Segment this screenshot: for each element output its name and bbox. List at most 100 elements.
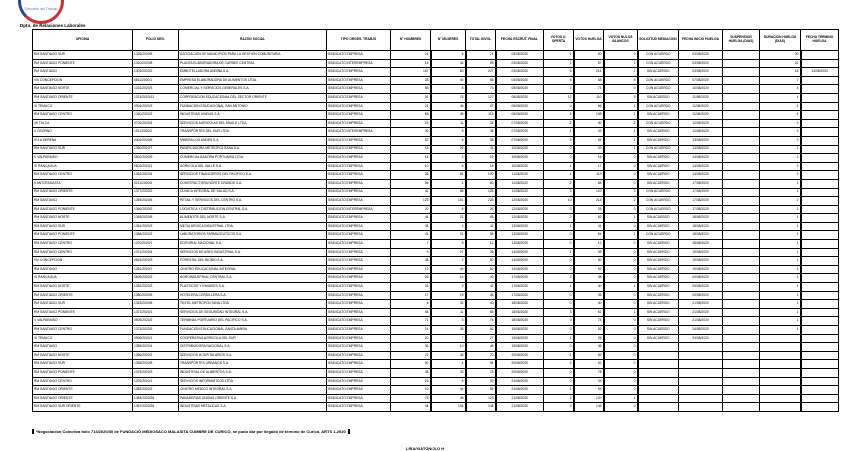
table-cell: 0 [603,402,639,412]
table-cell: 12/08/2020 [495,196,544,206]
table-cell: 73 [465,84,497,94]
table-cell: 46 [430,101,467,112]
table-cell: 6 [543,67,575,77]
table-cell: 4 [430,359,467,369]
table-cell: 1377/2020/2 [132,187,179,198]
table-row: RM SANTIAGO 1303/2020/2 EMBOTELLADORA ANDI… [32,67,839,77]
table-cell: 58 [573,75,605,86]
table-cell: RM SANTIAGO NORTE [32,84,133,94]
table-cell [722,221,760,232]
table-cell: 2 [759,187,802,198]
table-cell: 1383/2020/26 [132,393,179,404]
table-cell [722,307,760,318]
table-cell: SINDICATO EMPRESA [326,110,391,120]
column-header: VOTOS NULOS BLANCOS [603,29,638,51]
table-cell: PLANTA ELABORADORA DE CARNES CENTRAL [178,58,327,69]
table-cell [722,290,760,301]
table-cell: 10 [543,196,575,206]
table-cell: 1 [543,247,575,258]
table-cell [800,264,839,275]
table-cell: 36 [465,247,497,258]
table-cell: 54 [390,307,432,318]
table-cell: EMPRESA ELABORADORA DE ALIMENTOS LTDA. [178,75,327,86]
table-cell: 06/08/2020 [495,101,544,112]
table-cell: 48 [430,350,467,361]
table-cell: 07/08/2020 [495,135,544,146]
strikes-table: OFICINA FOLIO NEG. RAZON SOCIAL TIPO ORGES.… [32,29,839,412]
table-cell: 1 [759,239,802,249]
table-cell [722,325,760,335]
table-cell [722,367,760,378]
table-cell: 44 [465,144,497,155]
table-cell: 1331/2020/3 [132,84,179,94]
table-cell: SIN ACUERDO [637,282,679,292]
column-header: TOTAL INVOL [465,29,496,51]
table-cell: 42 [390,187,432,198]
table-row: RM SANTIAGO PONIENTE 1372/2020/1 SERVICIOS… [32,307,839,318]
table-cell [678,376,723,387]
table-cell: RM SANTIAGO NORTE [32,282,133,292]
table-cell: 74 [465,316,497,326]
table-cell: 03/08/2020 [495,67,544,77]
table-cell: 1367/2020/26 [132,402,179,412]
table-row: II ANTOFAGASTA 0211/2020/6 CONSTRUCTORA NO… [32,178,839,189]
table-row: RM SANTIAGO CENTRO 1340/2020/2 INDUSTRIAS … [32,110,839,120]
table-row: RM SANTIAGO ORIENTE 1382/2020/2 CENTRO MED… [32,385,839,395]
table-cell: 65 [465,213,497,223]
table-cell: 17/08/2020 [495,273,544,284]
table-cell [637,367,679,378]
table-cell: 2 [759,161,802,172]
table-cell: RM SANTIAGO CENTRO [32,170,133,180]
table-cell: 86 [430,187,467,198]
table-cell: 12 [543,92,575,103]
table-cell: 0 [603,153,639,163]
table-row: RM SANTIAGO SUR 1325/2020/5 ASOCIACION DE … [32,50,839,60]
table-cell: SERVICIOS FINANCIEROS DEL PACIFICO S.A. [178,170,327,180]
table-cell: 3 [543,402,575,412]
table-cell: 44 [390,402,432,412]
table-cell: RM SANTIAGO SUR [32,221,133,232]
table-cell [759,359,802,369]
table-cell: 35 [465,127,497,137]
table-cell: 40 [430,264,467,275]
table-cell: FUNDACION EDUCACIONAL SANTA MARIA [178,325,327,335]
table-cell: 1 [543,58,575,69]
table-cell [759,367,802,378]
table-cell: 3 [543,307,575,318]
table-cell: 58 [573,178,605,189]
table-cell: SINDICATO EMPRESA [326,153,391,163]
table-cell: 1 [759,221,802,232]
table-cell: 20/08/2020 [495,350,544,361]
table-cell: 62 [573,213,605,223]
table-cell: 21/08/2020 [678,299,723,309]
table-cell [637,402,679,412]
table-cell [637,342,679,352]
table-cell: 1011/2020/2 [132,127,179,137]
table-row: RM SANTIAGO SUR ORIENTE 1367/2020/26 INDUS… [32,402,839,412]
table-cell: 0 [603,299,639,309]
table-cell: 07/08/2020 [495,118,544,129]
table-cell: SINDICATO INTEREMPRESA [326,204,391,215]
table-cell [800,367,839,378]
table-cell: INDUSTRIAL DE ALIMENTOS S.A. [178,367,327,378]
table-cell: SINDICATO EMPRESA [326,118,391,129]
table-cell: 14 [390,153,432,163]
table-cell: RM SANTIAGO PONIENTE [32,307,133,318]
table-cell: SIN ACUERDO [637,256,679,266]
table-row: RM SANTIAGO SUR 1363/2020/6 TEXTIL METROPO… [32,299,839,309]
table-row: RM SANTIAGO SUR 1365/2020/8 TRANSPORTES UR… [32,359,839,369]
table-cell: 0 [603,221,639,232]
table-cell: 11 [430,307,467,318]
table-cell: 10/08/2020 [495,153,544,163]
table-cell: SINDICATO EMPRESA [326,230,391,241]
table-cell: 46 [465,342,497,352]
table-cell: AGRICOLA DEL VALLE S.A. [178,161,327,172]
table-cell: 214 [573,67,605,77]
table-cell: 0811/2020/1 [132,75,179,86]
table-cell: 226 [465,196,497,206]
table-cell: COOPERATIVA AGRICOLA DEL SUR [178,333,327,344]
table-cell: SINDICATO EMPRESA [326,342,391,352]
table-cell: PLASTICOS Y ENVASES S.A. [178,282,327,292]
table-cell: 26 [573,204,605,215]
table-cell: 50 [465,256,497,266]
